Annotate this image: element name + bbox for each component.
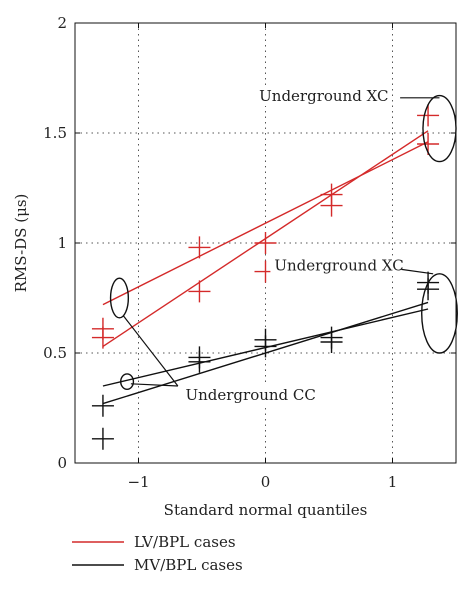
data-point-lv-bpl [254,232,277,254]
legend-label-mv-bpl: MV/BPL cases [134,556,243,574]
annotation-text-bg [255,86,386,106]
annotation-leader [122,315,179,387]
data-point-mv-bpl [91,394,114,417]
data-point-mv-bpl [91,427,114,450]
annotation-leader [401,268,434,275]
annotation-ellipse [421,273,458,354]
x-tick-label: 0 [261,473,271,491]
data-point-mv-bpl [254,328,277,351]
data-point-lv-bpl [417,104,440,127]
x-axis-label: Standard normal quantiles [164,501,368,519]
annotation-ellipse [120,373,135,390]
annotation-leader [130,383,178,387]
data-point-lv-bpl [188,236,211,259]
legend-label-lv-bpl: LV/BPL cases [134,533,236,551]
x-tick-label: −1 [127,473,149,491]
y-tick-label: 2 [57,14,67,32]
legend: LV/BPL cases MV/BPL cases [72,533,243,574]
y-tick-label: 0 [57,454,67,472]
annotation-label: Underground XC [259,87,388,105]
y-tick-label: 1.5 [43,124,67,142]
data-point-lv-bpl [91,317,114,340]
annotation-layer: Underground XC Underground XC Underground … [109,86,458,406]
x-tick-label: 1 [388,473,398,491]
data-point-lv-bpl [188,280,211,303]
annotation-ellipse [109,277,130,319]
data-point-mv-bpl [320,326,343,349]
data-point-mv-bpl [188,346,211,369]
fit-line-lv-bpl [102,141,429,306]
annotation-text-bg [270,255,401,276]
annotation-label: Underground XC [274,256,403,274]
annotation-label: Underground CC [185,386,315,404]
y-axis-label: RMS-DS (μs) [12,194,30,293]
annotation-text-bg [181,385,312,406]
y-tick-label: 0.5 [43,344,67,362]
data-point-lv-bpl [320,183,343,206]
tick-layer: −1 0 1 0 0.5 1 1.5 2 [43,14,456,491]
y-tick-label: 1 [57,234,67,252]
annotation-ellipse [422,94,457,163]
